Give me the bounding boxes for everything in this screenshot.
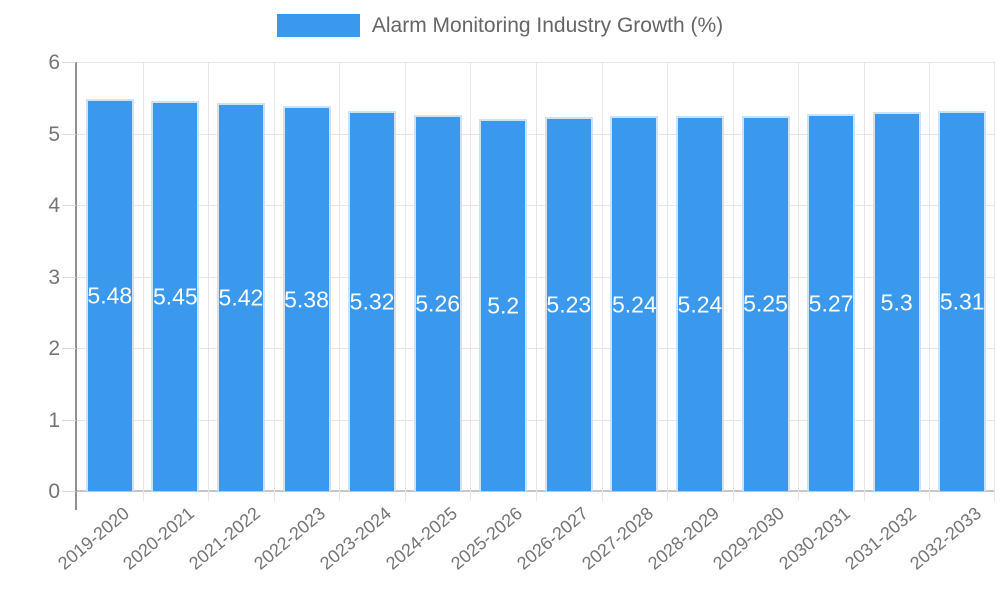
gridline-x — [143, 62, 144, 501]
x-tick-label: 2028-2029 — [643, 503, 723, 574]
gridline-x — [864, 62, 865, 501]
bar-2021-2022[interactable]: 5.42 — [216, 103, 265, 491]
x-tick-label: 2030-2031 — [775, 503, 854, 574]
plot-area: 5.48 5.45 5.42 5.38 5.32 5.26 5.2 5.23 5.24 5.24 5… — [77, 62, 995, 501]
y-tick-mark — [62, 133, 76, 135]
bar-2028-2029[interactable]: 5.24 — [675, 116, 724, 491]
bar-2023-2024[interactable]: 5.32 — [348, 110, 397, 491]
x-tick-label: 2023-2024 — [316, 503, 395, 574]
x-tick-label: 2031-2032 — [840, 503, 920, 574]
legend-label: Alarm Monitoring Industry Growth (%) — [371, 14, 724, 37]
chart-legend: Alarm Monitoring Industry Growth (%) — [0, 14, 1000, 37]
bar-value-label: 5.26 — [415, 290, 461, 317]
x-tick-label: 2019-2020 — [53, 503, 133, 574]
x-tick-label: 2022-2023 — [250, 503, 330, 574]
y-tick-label: 1 — [48, 408, 60, 432]
bar-2025-2026[interactable]: 5.2 — [479, 119, 528, 491]
y-tick-label: 6 — [48, 51, 60, 74]
bar-2029-2030[interactable]: 5.25 — [741, 115, 790, 491]
legend-item[interactable]: Alarm Monitoring Industry Growth (%) — [276, 14, 724, 37]
bar-value-label: 5.48 — [87, 282, 133, 309]
y-tick-mark — [62, 348, 76, 349]
bar-value-label: 5.25 — [743, 290, 788, 317]
y-tick-label: 2 — [48, 337, 60, 360]
bar-2032-2033[interactable]: 5.31 — [938, 111, 987, 491]
bar-value-label: 5.24 — [677, 291, 723, 318]
gridline-x — [470, 62, 471, 501]
gridline-x — [798, 62, 799, 501]
gridline-x — [405, 62, 406, 501]
x-tick-label: 2032-2033 — [906, 503, 986, 574]
bar-2027-2028[interactable]: 5.24 — [610, 116, 659, 491]
x-tick-label: 2024-2025 — [381, 503, 461, 574]
gridline-x — [667, 62, 668, 501]
bar-value-label: 5.31 — [939, 288, 985, 315]
gridline-x — [929, 62, 930, 501]
gridline-x — [994, 62, 995, 501]
gridline-x — [602, 62, 603, 501]
gridline-x — [339, 62, 340, 501]
legend-swatch-icon — [276, 14, 360, 37]
bar-2022-2023[interactable]: 5.38 — [282, 106, 331, 491]
bar-value-label: 5.38 — [284, 286, 329, 313]
bar-2026-2027[interactable]: 5.23 — [544, 117, 593, 491]
bar-value-label: 5.3 — [880, 289, 913, 316]
y-tick-mark — [62, 419, 76, 421]
bar-value-label: 5.45 — [152, 283, 198, 310]
bar-value-label: 5.27 — [808, 290, 854, 317]
bar-value-label: 5.32 — [349, 288, 395, 315]
bar-2020-2021[interactable]: 5.45 — [151, 101, 200, 491]
bar-2024-2025[interactable]: 5.26 — [413, 114, 462, 491]
x-tick-label: 2029-2030 — [709, 503, 789, 574]
bar-2031-2032[interactable]: 5.3 — [872, 112, 921, 491]
x-tick-label: 2021-2022 — [184, 503, 264, 574]
bar-value-label: 5.23 — [546, 291, 592, 318]
y-tick-mark — [62, 62, 76, 63]
bar-value-label: 5.24 — [611, 291, 657, 318]
y-tick-label: 5 — [48, 122, 60, 146]
gridline-x — [274, 62, 275, 501]
gridline-x — [733, 62, 734, 501]
y-tick-label: 4 — [48, 194, 60, 217]
x-tick-label: 2026-2027 — [512, 503, 592, 574]
y-tick-mark — [62, 491, 76, 492]
y-tick-mark — [62, 276, 76, 278]
y-tick-mark — [62, 205, 76, 206]
y-axis-line — [75, 62, 77, 510]
bar-value-label: 5.2 — [487, 292, 520, 319]
bar-2019-2020[interactable]: 5.48 — [85, 99, 134, 491]
bar-2030-2031[interactable]: 5.27 — [807, 114, 856, 491]
x-tick-label: 2027-2028 — [578, 503, 658, 574]
x-tick-label: 2025-2026 — [447, 503, 527, 574]
y-tick-label: 3 — [48, 265, 60, 289]
gridline-x — [536, 62, 537, 501]
gridline-x — [208, 62, 209, 501]
bar-value-label: 5.42 — [218, 284, 264, 311]
y-tick-label: 0 — [48, 480, 60, 503]
x-tick-label: 2020-2021 — [119, 503, 199, 574]
